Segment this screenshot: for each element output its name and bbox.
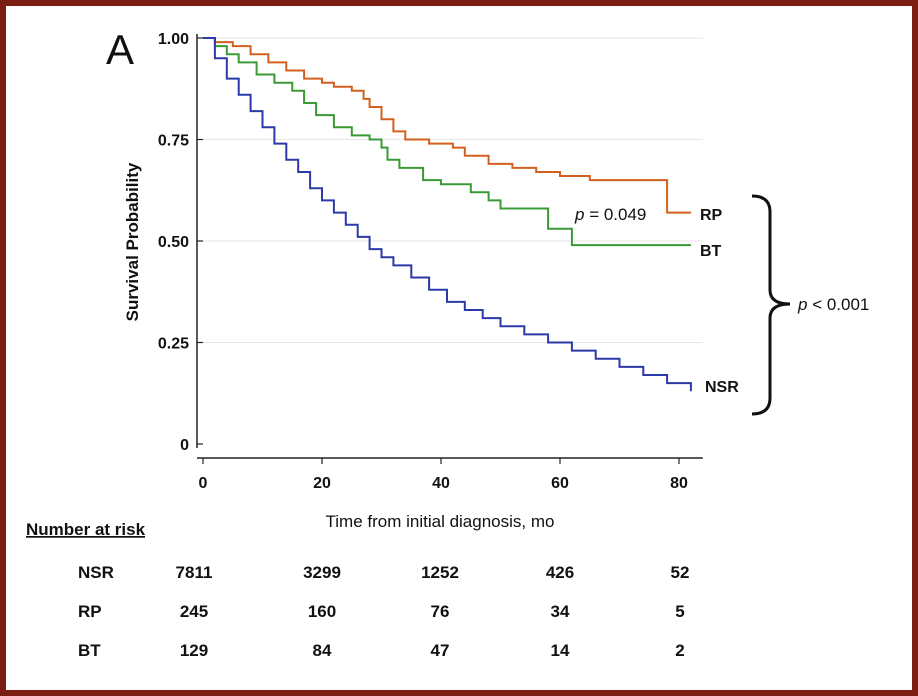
y-tick-label: 1.00: [158, 31, 189, 48]
series-label-bt: BT: [700, 243, 722, 260]
x-tick-label: 80: [670, 475, 688, 492]
risk-table: NSR 7811 3299 1252 426 52 RP 245 160 76 34 5 BT 129 84…: [78, 563, 689, 660]
series-bt-line: [203, 37, 691, 247]
risk-value: 5: [675, 602, 684, 621]
series-nsr-line: [203, 37, 692, 392]
x-tick-label: 40: [432, 475, 450, 492]
risk-value: 47: [431, 641, 450, 660]
risk-value: 7811: [176, 563, 213, 582]
x-tick-label: 60: [551, 475, 569, 492]
p-value-text-2: < 0.001: [807, 295, 869, 314]
x-tick-label: 0: [199, 475, 208, 492]
risk-value: 245: [180, 602, 208, 621]
x-axis-label: Time from initial diagnosis, mo: [326, 512, 555, 531]
y-tick-label: 0.50: [158, 234, 189, 251]
risk-value: 1252: [421, 563, 459, 582]
risk-group-rp: RP: [78, 602, 102, 621]
y-tick-label: 0.25: [158, 336, 189, 353]
risk-value: 160: [308, 602, 336, 621]
series-lines: [203, 37, 692, 392]
risk-group-nsr: NSR: [78, 563, 114, 582]
p-value-vs-nsr: p < 0.001: [797, 295, 869, 314]
risk-value: 76: [431, 602, 450, 621]
risk-value: 34: [551, 602, 570, 621]
p-value-rp-bt: p = 0.049: [574, 205, 646, 224]
risk-table-title: Number at risk: [26, 520, 146, 539]
risk-value: 3299: [303, 563, 341, 582]
y-axis-label: Survival Probability: [123, 162, 142, 321]
risk-value: 426: [546, 563, 574, 582]
risk-value: 129: [180, 641, 208, 660]
p-symbol-2: p: [797, 295, 807, 314]
series-label-rp: RP: [700, 207, 723, 224]
risk-value: 14: [551, 641, 570, 660]
axes: 0 0.25 0.50 0.75 1.00 0 20 40 60 80: [158, 31, 703, 492]
p-value-text: = 0.049: [584, 205, 646, 224]
risk-group-bt: BT: [78, 641, 101, 660]
panel-label: A: [106, 26, 134, 73]
risk-value: 52: [671, 563, 690, 582]
risk-value: 84: [313, 641, 332, 660]
series-rp-line: [203, 37, 691, 214]
brace: [751, 194, 791, 416]
y-tick-label: 0: [180, 437, 189, 454]
grid-lines: [203, 37, 703, 343]
y-tick-label: 0.75: [158, 133, 189, 150]
x-tick-label: 20: [313, 475, 331, 492]
series-label-nsr: NSR: [705, 379, 739, 396]
p-symbol: p: [574, 205, 584, 224]
risk-value: 2: [675, 641, 684, 660]
